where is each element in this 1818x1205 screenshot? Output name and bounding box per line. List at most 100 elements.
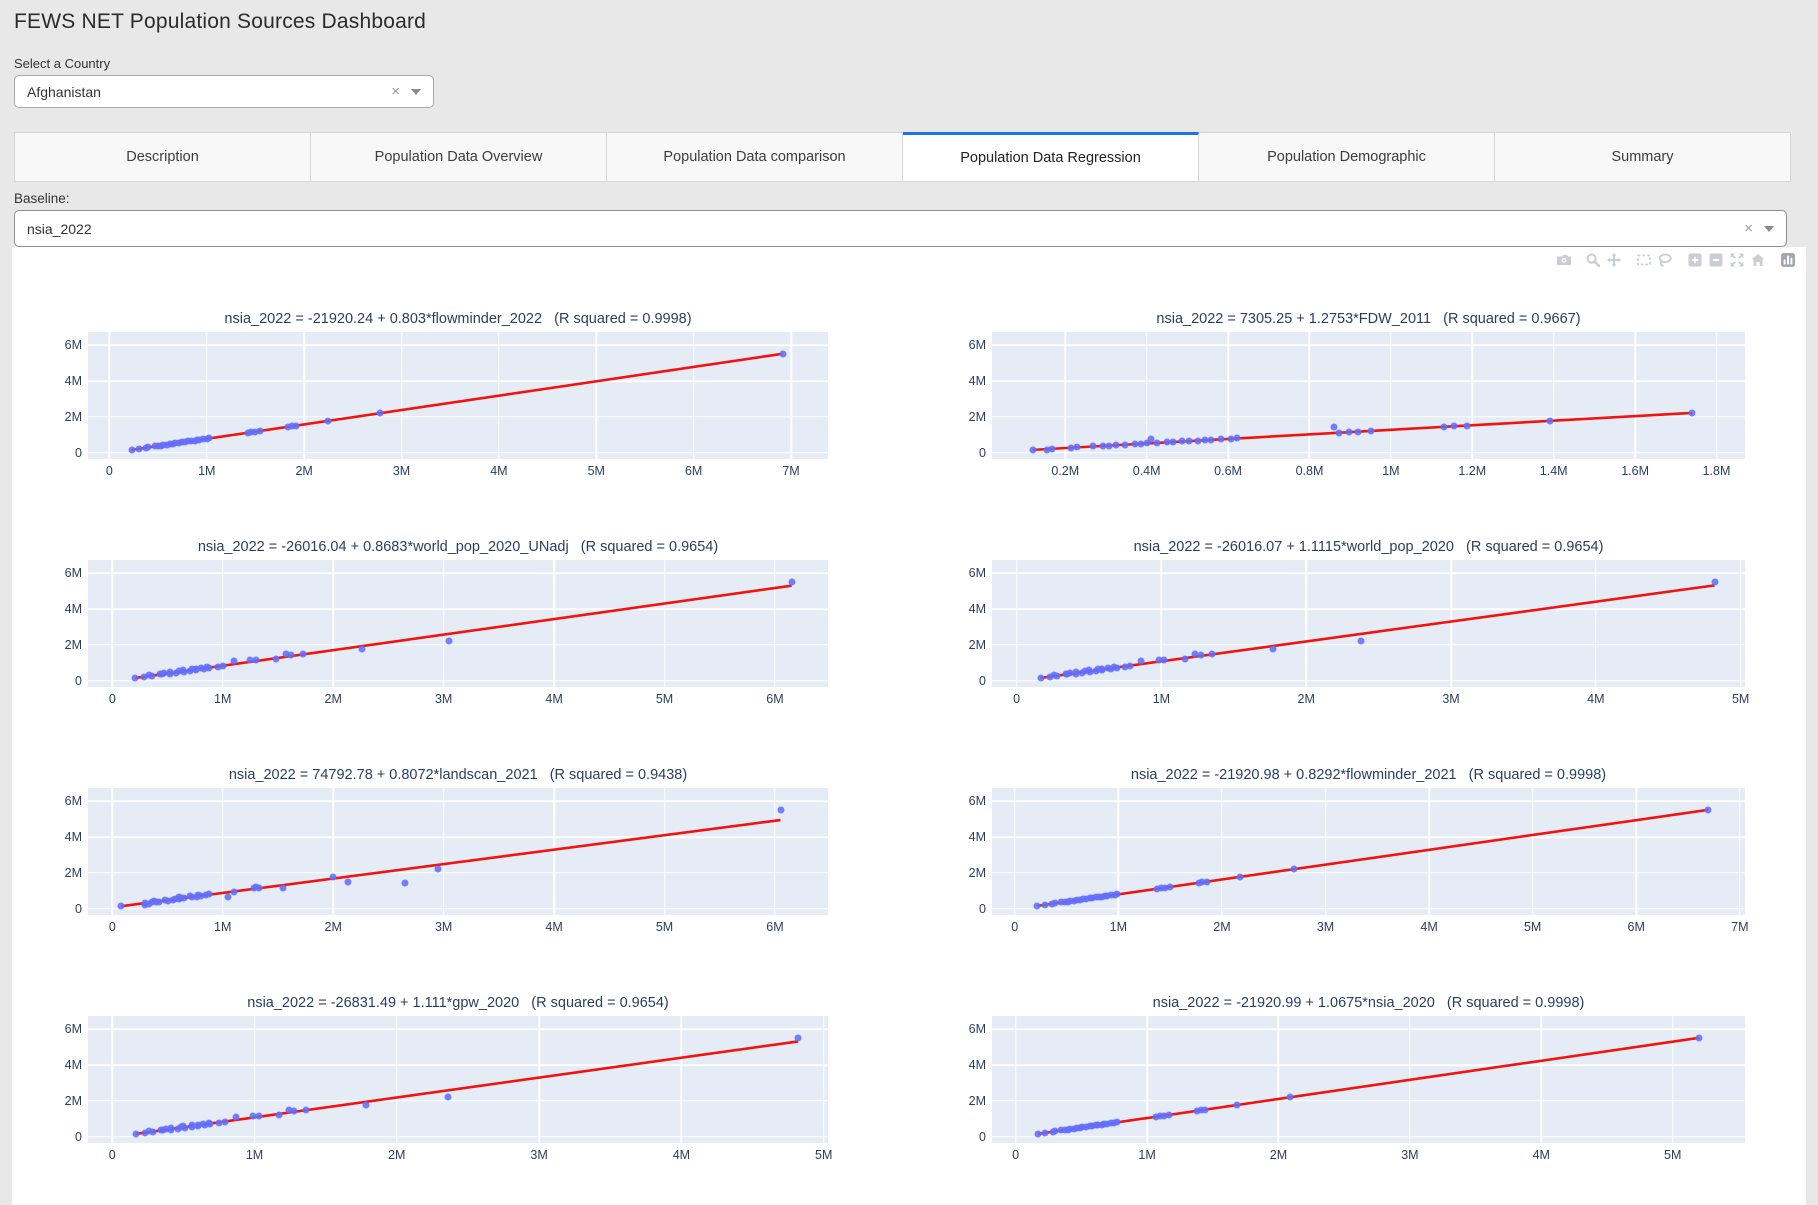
x-tick-label: 0.6M xyxy=(1214,464,1242,478)
x-tick-label: 1M xyxy=(1153,692,1170,706)
y-tick-label: 4M xyxy=(969,602,986,616)
x-tick-label: 6M xyxy=(766,692,783,706)
data-point xyxy=(285,1106,292,1113)
tab-bar: DescriptionPopulation Data OverviewPopul… xyxy=(14,132,1791,182)
data-point xyxy=(206,435,213,442)
data-point xyxy=(1355,428,1362,435)
plotly-logo-icon[interactable] xyxy=(1780,252,1796,268)
x-tick-label: 4M xyxy=(1420,920,1437,934)
y-axis-labels: 6M4M2M0 xyxy=(52,788,88,915)
data-point xyxy=(445,1094,452,1101)
data-point xyxy=(167,1125,174,1132)
plot-area[interactable] xyxy=(88,788,828,915)
data-point xyxy=(1170,439,1177,446)
chart-title: nsia_2022 = -26016.07 + 1.1115*world_pop… xyxy=(992,539,1745,555)
tab-description[interactable]: Description xyxy=(15,132,311,182)
y-tick-label: 6M xyxy=(969,1022,986,1036)
baseline-select[interactable]: nsia_2022 × xyxy=(14,210,1787,247)
x-tick-label: 0 xyxy=(109,920,116,934)
box-select-icon[interactable] xyxy=(1636,252,1652,268)
data-point xyxy=(1034,902,1041,909)
tab-population-data-regression[interactable]: Population Data Regression xyxy=(903,132,1199,182)
y-tick-label: 2M xyxy=(65,1094,82,1108)
tab-population-data-comparison[interactable]: Population Data comparison xyxy=(607,132,903,182)
data-point xyxy=(1154,439,1161,446)
plot-area[interactable] xyxy=(88,560,828,687)
x-tick-label: 3M xyxy=(435,920,452,934)
y-tick-label: 6M xyxy=(65,794,82,808)
zoom-in-icon[interactable] xyxy=(1687,252,1703,268)
modebar-group xyxy=(1555,252,1571,268)
data-point xyxy=(435,866,442,873)
data-point xyxy=(779,350,786,357)
y-tick-label: 6M xyxy=(969,338,986,352)
data-point xyxy=(252,884,259,891)
reset-axes-icon[interactable] xyxy=(1750,252,1766,268)
data-point xyxy=(1110,663,1117,670)
clear-icon[interactable]: × xyxy=(1737,220,1760,237)
y-tick-label: 2M xyxy=(969,638,986,652)
y-tick-label: 2M xyxy=(65,638,82,652)
x-tick-label: 0.2M xyxy=(1051,464,1079,478)
country-select[interactable]: Afghanistan × xyxy=(14,75,434,108)
data-point xyxy=(1155,656,1162,663)
data-point xyxy=(275,1111,282,1118)
plot-area[interactable] xyxy=(992,332,1745,459)
x-tick-label: 1.2M xyxy=(1458,464,1486,478)
plot-area[interactable] xyxy=(992,560,1745,687)
y-axis-labels: 6M4M2M0 xyxy=(956,1016,992,1143)
data-point xyxy=(1236,873,1243,880)
tab-population-data-overview[interactable]: Population Data Overview xyxy=(311,132,607,182)
data-point xyxy=(330,873,337,880)
x-tick-label: 1M xyxy=(246,1148,263,1162)
x-tick-label: 5M xyxy=(588,464,605,478)
data-point xyxy=(1689,410,1696,417)
zoom-icon[interactable] xyxy=(1585,252,1601,268)
y-tick-label: 6M xyxy=(65,338,82,352)
data-point xyxy=(230,657,237,664)
trend-line xyxy=(992,332,1745,459)
chart-title: nsia_2022 = 7305.25 + 1.2753*FDW_2011 (R… xyxy=(992,311,1745,327)
chevron-down-icon[interactable] xyxy=(1764,226,1774,232)
data-point xyxy=(1034,1130,1041,1137)
data-point xyxy=(401,879,408,886)
data-point xyxy=(233,1113,240,1120)
regression-chart-landscan_2021: nsia_2022 = 74792.78 + 0.8072*landscan_2… xyxy=(52,767,828,937)
tab-summary[interactable]: Summary xyxy=(1495,132,1791,182)
data-point xyxy=(1696,1034,1703,1041)
plot-area[interactable] xyxy=(992,1016,1745,1143)
plot-area[interactable] xyxy=(992,788,1745,915)
x-tick-label: 5M xyxy=(656,692,673,706)
plot-area[interactable] xyxy=(88,1016,828,1143)
data-point xyxy=(362,1101,369,1108)
data-point xyxy=(1204,878,1211,885)
x-tick-label: 5M xyxy=(1524,920,1541,934)
data-point xyxy=(1074,444,1081,451)
data-point xyxy=(221,1119,228,1126)
chevron-down-icon[interactable] xyxy=(411,89,421,95)
x-tick-label: 0 xyxy=(109,692,116,706)
regression-chart-gpw_2020: nsia_2022 = -26831.49 + 1.111*gpw_2020 (… xyxy=(52,995,828,1165)
autoscale-icon[interactable] xyxy=(1729,252,1745,268)
camera-icon[interactable] xyxy=(1555,252,1571,268)
tab-population-demographic[interactable]: Population Demographic xyxy=(1199,132,1495,182)
data-point xyxy=(1202,1106,1209,1113)
data-point xyxy=(1441,423,1448,430)
x-tick-label: 6M xyxy=(766,920,783,934)
lasso-select-icon[interactable] xyxy=(1657,252,1673,268)
data-point xyxy=(300,651,307,658)
x-tick-label: 4M xyxy=(673,1148,690,1162)
country-select-value: Afghanistan xyxy=(15,84,384,100)
zoom-out-icon[interactable] xyxy=(1708,252,1724,268)
data-point xyxy=(1269,645,1276,652)
tab-label: Population Data Regression xyxy=(960,150,1141,166)
data-point xyxy=(1233,435,1240,442)
data-point xyxy=(272,655,279,662)
clear-icon[interactable]: × xyxy=(384,83,407,100)
data-point xyxy=(1711,578,1718,585)
plot-area[interactable] xyxy=(88,332,828,459)
pan-icon[interactable] xyxy=(1606,252,1622,268)
data-point xyxy=(1191,650,1198,657)
y-tick-label: 4M xyxy=(969,374,986,388)
regression-chart-FDW_2011: nsia_2022 = 7305.25 + 1.2753*FDW_2011 (R… xyxy=(956,311,1745,481)
